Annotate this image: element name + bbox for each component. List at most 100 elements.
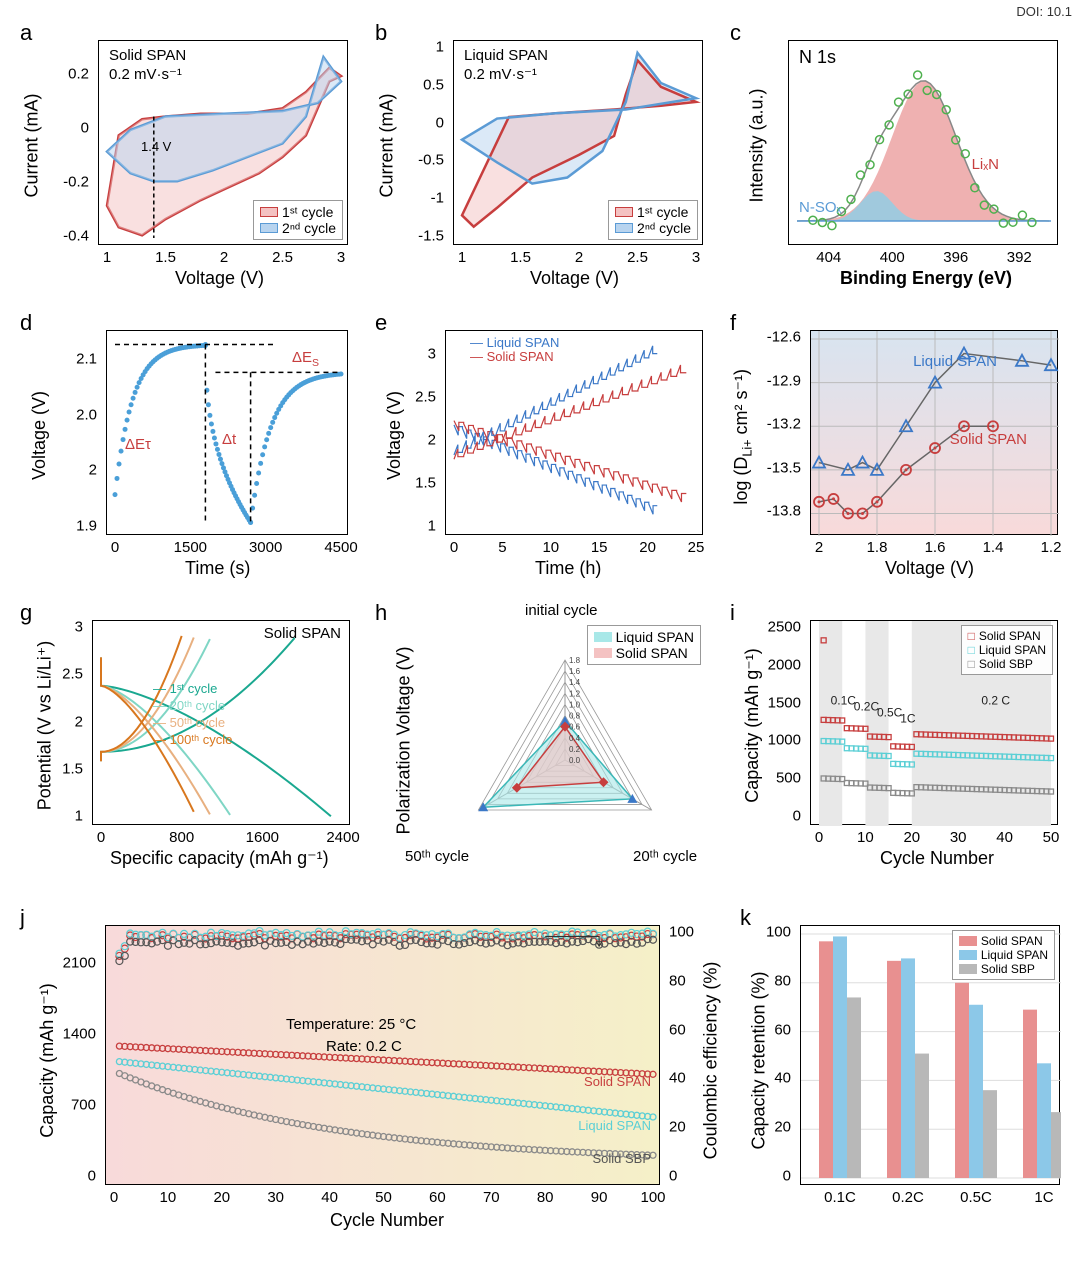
tick: 2.5 [415, 389, 436, 406]
tick: 40 [774, 1070, 791, 1087]
svg-text:0.2C: 0.2C [854, 700, 880, 714]
panel-d-xlabel: Time (s) [185, 558, 250, 579]
panel-d-ylabel: Voltage (V) [29, 391, 50, 480]
panel-j-label: j [20, 905, 25, 931]
tick: 3 [337, 249, 345, 266]
panel-b: b Current (mA) Liquid SPAN 0.2 mV·s⁻¹ 1ˢ… [375, 20, 715, 300]
panel-b-ylabel: Current (mA) [377, 93, 398, 197]
panel-g: g Potential (V vs Li/Li⁺) Solid SPAN — 1… [20, 600, 360, 895]
panel-h-vertex-br: 20ᵗʰ cycle [633, 848, 697, 865]
tick: 1.4 [983, 539, 1004, 556]
panel-j-sbp-label: Solid SBP [592, 1151, 651, 1166]
panel-g-ylabel: Potential (V vs Li/Li⁺) [34, 641, 55, 811]
tick: 2400 [326, 829, 359, 846]
tick: 80 [774, 972, 791, 989]
panel-c-title: N 1s [799, 47, 836, 68]
tick: 2.5 [272, 249, 293, 266]
tick: 0.2C [892, 1189, 924, 1206]
tick: 60 [669, 1021, 686, 1038]
svg-text:0.2: 0.2 [569, 745, 581, 754]
tick: 1600 [246, 829, 279, 846]
svg-text:0.2 C: 0.2 C [981, 694, 1010, 708]
panel-j-xlabel: Cycle Number [330, 1210, 444, 1231]
tick: 1.5 [415, 475, 436, 492]
tick: 1.9 [76, 518, 97, 535]
panel-c: c Intensity (a.u.) N 1s LiₓN N-SOₓ 40440… [730, 20, 1070, 300]
tick: 2 [220, 249, 228, 266]
tick: 40 [996, 829, 1013, 846]
tick: 40 [321, 1189, 338, 1206]
panel-c-lixn: LiₓN [972, 156, 999, 173]
tick: 2.1 [76, 351, 97, 368]
tick: 100 [640, 1189, 665, 1206]
tick: 70 [483, 1189, 500, 1206]
panel-f-xlabel: Voltage (V) [885, 558, 974, 579]
panel-d-des: ΔES [292, 349, 319, 369]
tick: 50 [1043, 829, 1060, 846]
panel-j-rate: Rate: 0.2 C [326, 1038, 402, 1055]
tick: 1 [436, 39, 444, 56]
panel-g-xlabel: Specific capacity (mAh g⁻¹) [110, 848, 329, 869]
tick: -0.5 [418, 152, 444, 169]
tick: 2 [75, 713, 83, 730]
panel-j: j Capacity (mAh g⁻¹) Coulombic efficienc… [20, 905, 720, 1245]
panel-i: i Capacity (mAh g⁻¹) 0.1C0.2C0.5C1C0.2 C… [730, 600, 1070, 895]
tick: 1.5 [155, 249, 176, 266]
panel-c-chart: N 1s LiₓN N-SOₓ 404400396392 [788, 40, 1058, 245]
svg-text:0.8: 0.8 [569, 712, 581, 721]
panel-i-label: i [730, 600, 735, 626]
tick: 10 [857, 829, 874, 846]
tick: 4500 [324, 539, 357, 556]
panel-a-title2: 0.2 mV·s⁻¹ [109, 65, 182, 83]
tick: 2000 [768, 656, 801, 673]
panel-c-label: c [730, 20, 741, 46]
panel-g-leg: — 1ˢᵗ cycle — 20ᵗʰ cycle — 50ᵗʰ cycle — … [153, 681, 232, 749]
svg-text:1.2: 1.2 [569, 689, 581, 698]
panel-j-ylabel: Capacity (mAh g⁻¹) [37, 983, 58, 1138]
tick: 2100 [63, 954, 96, 971]
tick: -13.8 [767, 503, 801, 520]
tick: 25 [688, 539, 705, 556]
panel-a: a Current (mA) Solid SPAN 0.2 mV·s⁻¹ 1.4… [20, 20, 360, 300]
tick: -13.5 [767, 459, 801, 476]
svg-text:1.4: 1.4 [569, 678, 581, 687]
panel-b-title1: Liquid SPAN [464, 47, 548, 64]
panel-g-chart: Solid SPAN — 1ˢᵗ cycle — 20ᵗʰ cycle — 50… [92, 620, 350, 825]
panel-b-title2: 0.2 mV·s⁻¹ [464, 65, 537, 83]
tick: -1 [431, 190, 444, 207]
tick: 100 [766, 924, 791, 941]
panel-c-xlabel: Binding Energy (eV) [840, 268, 1012, 289]
panel-f-leg-solid: Solid SPAN [950, 431, 1027, 448]
tick: 700 [71, 1096, 96, 1113]
tick: 1400 [63, 1025, 96, 1042]
tick: 2 [428, 432, 436, 449]
panel-b-legend-1: 1ˢᵗ cycle [637, 204, 688, 220]
tick: -0.2 [63, 174, 89, 191]
tick: 15 [591, 539, 608, 556]
panel-d-chart: ΔES ΔEτ Δt 01500300045001.922.02.1 [106, 330, 348, 535]
panel-i-legend: □ Solid SPAN □ Liquid SPAN □ Solid SBP [961, 625, 1053, 675]
panel-h-radar: 0.00.20.40.60.81.01.21.41.61.8 Liquid SP… [425, 615, 705, 865]
panel-i-ylabel: Capacity (mAh g⁻¹) [742, 648, 763, 803]
tick: 500 [776, 770, 801, 787]
tick: 0 [88, 1168, 96, 1185]
svg-text:0.1C: 0.1C [831, 694, 857, 708]
tick: 2.5 [627, 249, 648, 266]
panel-e-ylabel: Voltage (V) [384, 391, 405, 480]
tick: 2.5 [62, 666, 83, 683]
panel-d-dt: Δt [222, 431, 236, 448]
tick: 80 [669, 972, 686, 989]
tick: 0 [81, 120, 89, 137]
tick: 1 [428, 518, 436, 535]
tick: 1.8 [867, 539, 888, 556]
tick: 0.5C [960, 1189, 992, 1206]
tick: -12.6 [767, 329, 801, 346]
tick: -12.9 [767, 372, 801, 389]
panel-k-ylabel: Capacity retention (%) [749, 971, 770, 1149]
tick: 800 [169, 829, 194, 846]
tick: 404 [816, 249, 841, 266]
tick: 1.2 [1041, 539, 1062, 556]
svg-text:1.8: 1.8 [569, 656, 581, 665]
tick: 20 [774, 1119, 791, 1136]
panel-a-xlabel: Voltage (V) [175, 268, 264, 289]
